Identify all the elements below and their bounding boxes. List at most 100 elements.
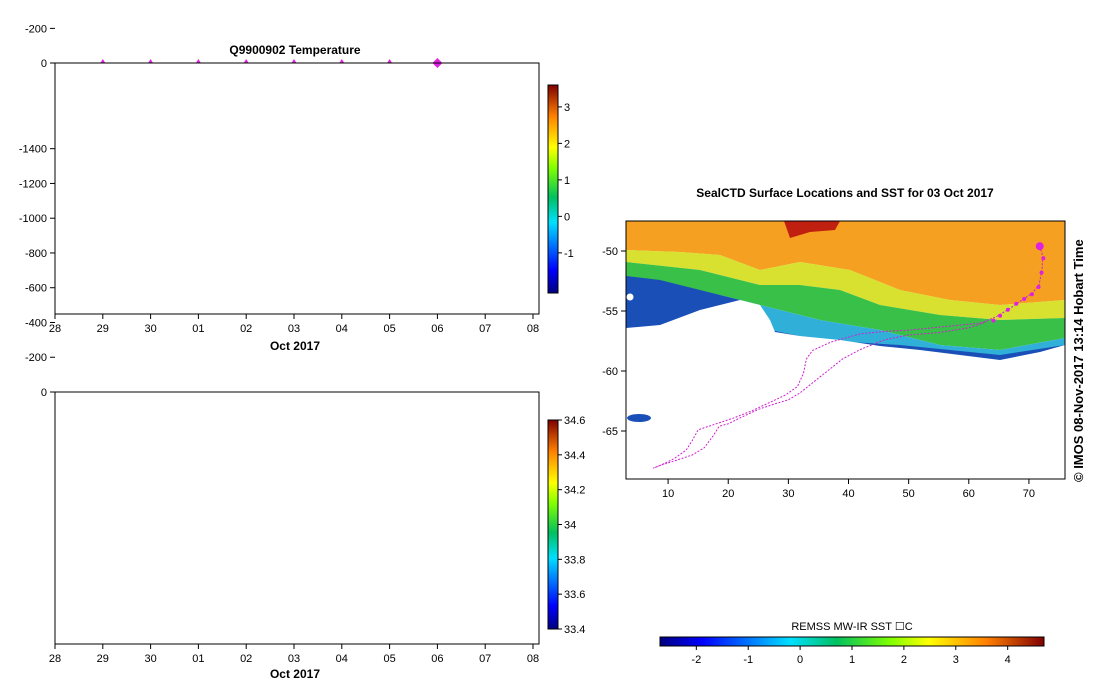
lon-tick-label: 60	[963, 488, 975, 500]
profile-marker	[291, 59, 297, 63]
y-tick-label: -200	[25, 352, 47, 364]
surfacing-point	[1005, 307, 1010, 312]
salinity-colorbar-ticks: 33.4 33.6 33.8 34 34.2 34.4 34.6	[558, 415, 585, 636]
x-tick-label: 28	[49, 323, 61, 335]
x-tick-label: 07	[479, 653, 491, 665]
surfacing-point	[991, 318, 996, 323]
x-tick-label: 28	[49, 653, 61, 665]
salinity-colorbar	[547, 419, 559, 630]
temperature-x-label: Oct 2017	[270, 339, 320, 353]
colorbar-tick-label: 34.4	[564, 450, 585, 462]
colorbar-tick-label: -1	[564, 248, 574, 260]
colorbar-tick-label: 1	[564, 175, 570, 187]
lon-tick-label: 20	[722, 488, 734, 500]
temperature-chart: Q9900902 Temperature 0 -200 -400 -600 -800 -1…	[25, 0, 574, 353]
x-tick-label: 30	[144, 323, 156, 335]
y-tick-label: -1200	[19, 178, 47, 190]
map-field	[626, 221, 1065, 479]
profile-marker	[387, 59, 393, 63]
x-tick-label: 02	[240, 323, 252, 335]
lon-tick-label: 40	[842, 488, 854, 500]
sst-colorbar	[659, 636, 1045, 647]
lon-tick-label: 50	[903, 488, 915, 500]
profile-marker	[148, 59, 154, 63]
salinity-y-axis: 0 -200 -400 -600 -800 -1000 -1200 -1400	[19, 144, 55, 399]
y-tick-label: -800	[25, 248, 47, 260]
sst-colorbar-label: REMSS MW-IR SST ☐C	[791, 621, 912, 633]
surfacing-point	[1041, 256, 1046, 261]
temperature-plot-frame	[54, 62, 540, 315]
surfacing-point	[1036, 285, 1041, 289]
sst-colorbar-tick-label: 3	[953, 654, 959, 666]
profile-marker	[339, 59, 345, 63]
coastal-ice-patch	[627, 414, 651, 422]
lat-tick-label: -50	[602, 246, 618, 258]
imos-timestamp-label: © IMOS 08-Nov-2017 13:14 Hobart Time	[1071, 239, 1086, 482]
x-tick-label: 01	[192, 323, 204, 335]
colorbar-tick-label: 2	[564, 138, 570, 150]
x-tick-label: 29	[97, 653, 109, 665]
x-tick-label: 07	[479, 323, 491, 335]
temperature-x-axis: 28 29 30 01 02 03 04 05 06 07 08	[49, 314, 539, 335]
sst-colorbar-tick-label: 2	[901, 654, 907, 666]
salinity-x-label: Oct 2017	[270, 667, 320, 681]
map-title: SealCTD Surface Locations and SST for 03…	[696, 186, 994, 200]
x-tick-label: 03	[288, 323, 300, 335]
y-tick-label: -600	[25, 283, 47, 295]
surfacing-point	[1014, 301, 1019, 306]
sst-band-hotspot	[784, 221, 840, 238]
sst-colorbar-ticks: -2 -1 0 1 2 3 4	[691, 646, 1011, 666]
profile-marker	[195, 59, 201, 63]
profile-marker	[100, 59, 106, 63]
map-latitude-axis: -50 -55 -60 -65	[602, 246, 626, 438]
colorbar-tick-label: 0	[564, 211, 570, 223]
sst-colorbar-tick-label: 1	[849, 654, 855, 666]
lon-tick-label: 10	[662, 488, 674, 500]
y-tick-label: -200	[25, 23, 47, 35]
colorbar-tick-label: 33.6	[564, 589, 585, 601]
x-tick-label: 06	[431, 323, 443, 335]
x-tick-label: 30	[144, 653, 156, 665]
x-tick-label: 05	[383, 653, 395, 665]
temperature-colorbar	[547, 84, 559, 294]
sst-map: SealCTD Surface Locations and SST for 03…	[602, 186, 1066, 666]
x-tick-label: 08	[527, 323, 539, 335]
lon-tick-label: 30	[782, 488, 794, 500]
surfacing-point	[1022, 297, 1027, 301]
x-tick-label: 08	[527, 653, 539, 665]
surfacing-points	[991, 242, 1046, 323]
surfacing-point	[1029, 292, 1034, 297]
colorbar-tick-label: 3	[564, 102, 570, 114]
lat-tick-label: -55	[602, 306, 618, 318]
sst-band-orange	[626, 221, 1065, 305]
temperature-profile-markers	[100, 58, 443, 68]
salinity-chart: 0 -200 -400 -600 -800 -1000 -1200 -1400 28 29 30 0…	[19, 144, 586, 681]
sst-band-yellow	[626, 250, 1065, 320]
x-tick-label: 29	[97, 323, 109, 335]
y-tick-label: -1400	[19, 144, 47, 156]
temperature-title: Q9900902 Temperature	[229, 43, 361, 57]
x-tick-label: 01	[192, 653, 204, 665]
lat-tick-label: -65	[602, 426, 618, 438]
temperature-y-axis: 0-200-400-600-800-1000-1200-1400	[25, 0, 55, 70]
map-frame	[625, 220, 1066, 480]
y-tick-label: -400	[25, 0, 47, 1]
sst-colorbar-tick-label: 4	[1005, 654, 1011, 666]
salinity-plot-frame	[54, 391, 540, 645]
antarctic-land	[626, 300, 1065, 479]
x-tick-label: 05	[383, 323, 395, 335]
y-tick-label: -1000	[19, 213, 47, 225]
current-location-marker	[1035, 242, 1044, 251]
y-tick-label: 0	[41, 58, 47, 70]
y-tick-label: -400	[25, 317, 47, 329]
island-marker	[626, 293, 634, 301]
sst-band-green	[626, 262, 1065, 350]
sst-colorbar-tick-label: -1	[743, 654, 753, 666]
colorbar-tick-label: 34.2	[564, 485, 585, 497]
x-tick-label: 03	[288, 653, 300, 665]
colorbar-tick-label: 33.8	[564, 554, 585, 566]
lat-tick-label: -60	[602, 366, 618, 378]
lon-tick-label: 70	[1023, 488, 1035, 500]
x-tick-label: 04	[336, 653, 348, 665]
